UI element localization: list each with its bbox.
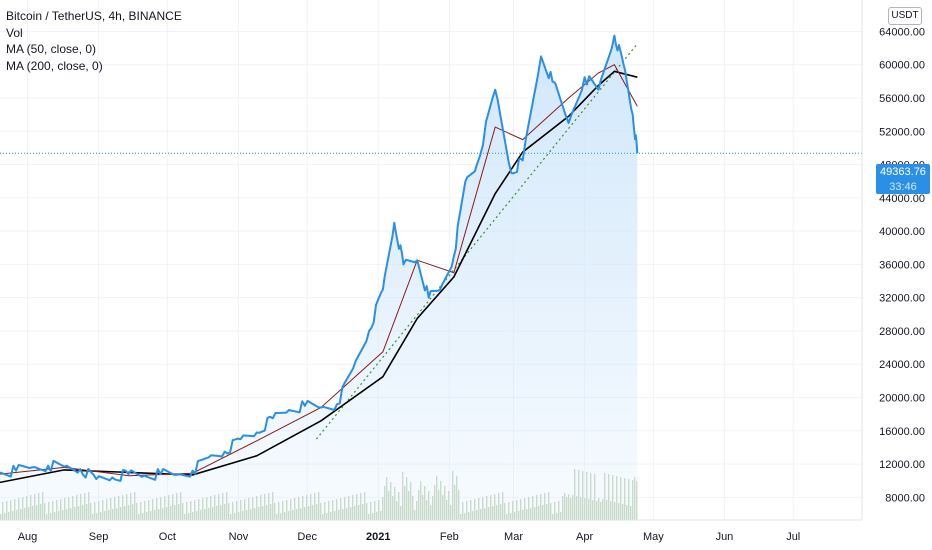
ma50-legend[interactable]: MA (50, close, 0) (6, 42, 97, 56)
y-tick-label: 36000.00 (879, 259, 925, 271)
time-axis[interactable]: Aug Sep Oct Nov Dec 2021 Feb Mar Apr May Jun Jul (0, 519, 862, 543)
x-tick-label: Sep (89, 531, 109, 543)
currency-badge[interactable]: USDT (888, 7, 922, 25)
x-tick-label: Apr (576, 531, 593, 543)
x-tick-label: Jun (716, 531, 734, 543)
x-tick-label: May (643, 531, 664, 543)
x-tick-label: Mar (504, 531, 523, 543)
y-tick-label: 52000.00 (879, 126, 925, 138)
y-tick-label: 20000.00 (879, 393, 925, 405)
last-price-value: 49363.76 (880, 166, 926, 178)
price-axis[interactable]: 8000.00 12000.00 16000.00 20000.00 24000.00 2… (861, 0, 925, 520)
x-tick-label: Aug (18, 531, 38, 543)
y-tick-label: 24000.00 (879, 359, 925, 371)
y-tick-label: 8000.00 (885, 492, 925, 504)
x-tick-label: Dec (297, 531, 317, 543)
y-tick-label: 56000.00 (879, 93, 925, 105)
y-tick-label: 28000.00 (879, 326, 925, 338)
last-price-label: 49363.76 33:46 (876, 164, 930, 194)
y-tick-label: 64000.00 (879, 26, 925, 38)
ma200-legend[interactable]: MA (200, close, 0) (6, 58, 103, 73)
ma200-line (0, 70, 638, 484)
price-line (0, 34, 639, 482)
x-tick-label: Feb (440, 531, 459, 543)
chart-legend: Bitcoin / TetherUS, 4h, BINANCE Vol MA (… (6, 8, 182, 74)
x-tick-label: Nov (229, 531, 249, 543)
x-tick-label: Oct (159, 531, 176, 543)
symbol-title[interactable]: Bitcoin / TetherUS, 4h, BINANCE (6, 9, 182, 23)
y-tick-label: 32000.00 (879, 293, 925, 305)
y-tick-label: 44000.00 (879, 193, 925, 205)
bar-countdown: 33:46 (889, 181, 917, 193)
volume-legend[interactable]: Vol (6, 25, 23, 40)
y-tick-label: 60000.00 (879, 60, 925, 72)
x-tick-label: 2021 (366, 531, 390, 543)
y-tick-label: 12000.00 (879, 459, 925, 471)
y-tick-label: 16000.00 (879, 426, 925, 438)
x-tick-label: Jul (786, 531, 800, 543)
price-area-fill (0, 35, 638, 520)
y-tick-label: 40000.00 (879, 226, 925, 238)
